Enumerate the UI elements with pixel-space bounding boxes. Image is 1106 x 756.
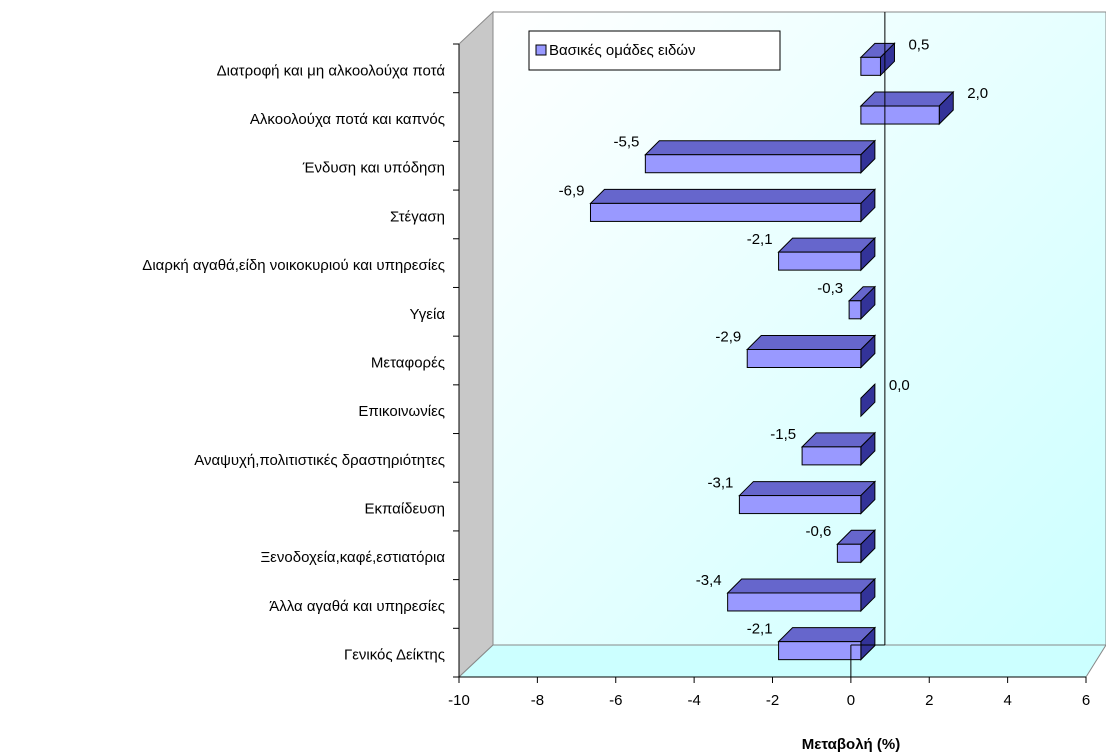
- bar: [746, 349, 862, 368]
- y-tick-label: Αλκοολούχα ποτά και καπνός: [250, 111, 445, 128]
- value-label: 2,0: [967, 85, 988, 102]
- bar: [589, 202, 862, 222]
- y-tick-label: Μεταφορές: [371, 354, 445, 371]
- y-tick-label: Γενικός Δείκτης: [344, 647, 445, 664]
- value-label: -5,5: [613, 134, 639, 151]
- bar: [738, 495, 862, 515]
- y-tick-label: Επικοινωνίες: [358, 403, 445, 420]
- bar-side: [860, 382, 876, 418]
- bar: [801, 446, 862, 466]
- bar-top: [644, 140, 877, 156]
- bar: [644, 154, 862, 174]
- bar: [848, 300, 862, 320]
- x-tick-label: -2: [766, 692, 779, 709]
- x-tick-label: -4: [687, 692, 700, 709]
- value-label: -2,1: [747, 621, 773, 638]
- value-label: 0,0: [889, 377, 910, 394]
- bar-top: [777, 237, 877, 253]
- bar: [778, 641, 862, 661]
- bar-top: [859, 91, 955, 107]
- x-tick-label: -10: [448, 692, 470, 709]
- legend: [528, 30, 781, 71]
- x-tick-label: 4: [1003, 692, 1011, 709]
- value-label: -6,9: [559, 182, 585, 199]
- y-tick-label: Διατροφή και μη αλκοολούχα ποτά: [217, 62, 446, 79]
- bar-top: [746, 335, 877, 350]
- x-tick-label: 0: [847, 692, 855, 709]
- legend-label: Βασικές ομάδες ειδών: [549, 42, 696, 59]
- value-label: -3,4: [696, 572, 722, 589]
- bar-top: [726, 578, 877, 594]
- bar: [727, 592, 862, 612]
- y-tick-label: Αναψυχή,πολιτιστικές δραστηριότητες: [194, 452, 445, 469]
- bar: [860, 105, 940, 125]
- y-tick-label: Υγεία: [410, 306, 446, 323]
- bar: [778, 251, 862, 271]
- legend-swatch: [535, 44, 547, 56]
- x-axis-title: Μεταβολή (%): [802, 736, 900, 753]
- y-tick-label: Άλλα αγαθά και υπηρεσίες: [269, 598, 445, 615]
- x-tick-label: -8: [531, 692, 544, 709]
- bar-top: [738, 481, 877, 497]
- value-label: -0,6: [806, 523, 832, 540]
- value-label: 0,5: [908, 36, 929, 53]
- value-label: -2,9: [715, 328, 741, 345]
- value-label: -2,1: [747, 231, 773, 248]
- y-tick-label: Ξενοδοχεία,καφέ,εστιατόρια: [260, 549, 445, 566]
- bar: [860, 56, 881, 76]
- value-label: -1,5: [770, 426, 796, 443]
- y-tick-label: Ένδυση και υπόδηση: [302, 160, 445, 177]
- value-label: -0,3: [817, 280, 843, 297]
- y-tick-label: Διαρκή αγαθά,είδη νοικοκυριού και υπηρεσ…: [142, 257, 445, 274]
- x-tick-label: 6: [1082, 692, 1090, 709]
- value-label: -3,1: [708, 475, 734, 492]
- y-tick-label: Στέγαση: [390, 208, 445, 225]
- bar-top: [589, 188, 877, 204]
- bar-top: [777, 627, 877, 643]
- x-tick-label: -6: [609, 692, 622, 709]
- side-wall: [458, 10, 494, 679]
- x-tick-label: 2: [925, 692, 933, 709]
- back-wall: [492, 11, 1106, 646]
- bar: [836, 543, 862, 563]
- y-tick-label: Εκπαίδευση: [365, 501, 446, 518]
